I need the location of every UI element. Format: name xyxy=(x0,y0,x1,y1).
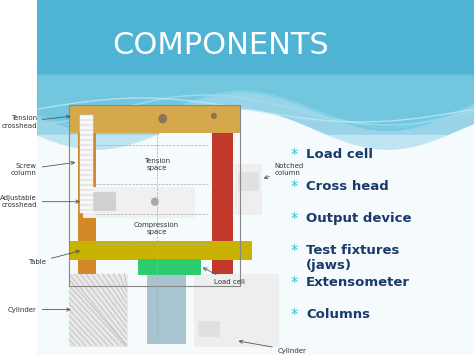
Bar xyxy=(69,105,239,286)
Bar xyxy=(37,135,474,355)
Bar xyxy=(37,75,474,135)
Text: *: * xyxy=(291,180,298,195)
Bar xyxy=(235,164,261,214)
Circle shape xyxy=(211,113,216,119)
Bar xyxy=(147,274,185,343)
Text: Cylinder: Cylinder xyxy=(239,340,307,354)
Text: Table: Table xyxy=(28,250,79,265)
Bar xyxy=(69,274,127,345)
Bar xyxy=(69,105,239,132)
Bar xyxy=(193,274,278,345)
Text: Output device: Output device xyxy=(306,212,411,225)
Text: Tension
crosshead: Tension crosshead xyxy=(1,115,70,129)
Text: Screw
column: Screw column xyxy=(11,161,74,176)
Text: Adjustable
crosshead: Adjustable crosshead xyxy=(0,195,79,208)
Text: Test fixtures
(jaws): Test fixtures (jaws) xyxy=(306,244,400,272)
Text: Load cell: Load cell xyxy=(306,148,373,161)
Circle shape xyxy=(159,115,166,122)
Bar xyxy=(138,259,200,274)
Text: COMPONENTS: COMPONENTS xyxy=(112,31,329,60)
Bar xyxy=(238,173,258,190)
Text: *: * xyxy=(291,276,298,291)
Text: *: * xyxy=(291,148,298,163)
Bar xyxy=(37,0,474,75)
Bar xyxy=(198,321,219,335)
Text: Columns: Columns xyxy=(306,308,370,321)
Bar xyxy=(80,115,93,213)
Text: *: * xyxy=(291,244,298,259)
Bar xyxy=(83,187,193,217)
Text: *: * xyxy=(291,308,298,323)
Bar xyxy=(78,110,95,289)
Text: Cross head: Cross head xyxy=(306,180,389,193)
Text: Tension
space: Tension space xyxy=(144,158,170,171)
Circle shape xyxy=(152,198,158,205)
Bar xyxy=(69,241,251,259)
Bar xyxy=(212,110,232,289)
Bar xyxy=(90,192,115,210)
Text: Cylinder: Cylinder xyxy=(8,307,70,312)
Text: Compression
space: Compression space xyxy=(134,223,179,235)
Text: Extensometer: Extensometer xyxy=(306,276,410,289)
Text: Load cell: Load cell xyxy=(203,268,245,285)
Text: Notched
column: Notched column xyxy=(264,163,304,179)
Text: *: * xyxy=(291,212,298,227)
